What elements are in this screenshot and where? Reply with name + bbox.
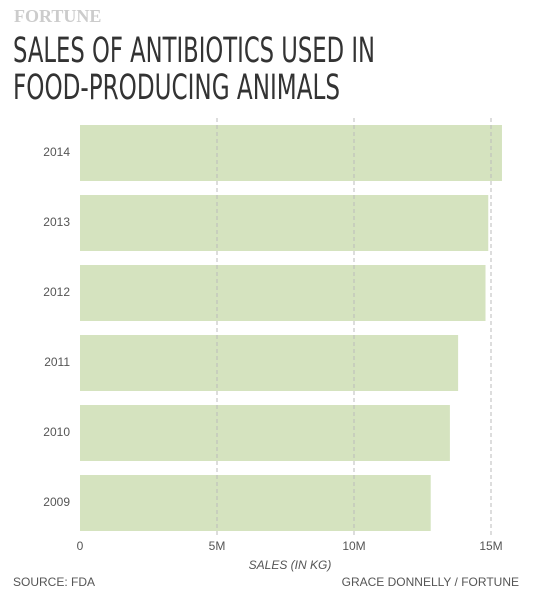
y-tick-label: 2012	[43, 285, 70, 299]
brand: FORTUNE	[14, 6, 101, 26]
bar	[80, 265, 486, 321]
source: SOURCE: FDA	[13, 575, 95, 589]
x-tick-label: 10M	[342, 539, 365, 553]
bar	[80, 405, 450, 461]
bar	[80, 125, 502, 181]
x-tick-label: 15M	[479, 539, 502, 553]
y-tick-label: 2014	[43, 145, 70, 159]
chart-title: SALES OF ANTIBIOTICS USED IN	[13, 31, 375, 71]
bar	[80, 335, 459, 391]
y-tick-label: 2010	[43, 425, 70, 439]
y-tick-label: 2009	[43, 495, 70, 509]
x-tick-label: 5M	[209, 539, 226, 553]
credit: GRACE DONNELLY / FORTUNE	[342, 575, 519, 589]
bar	[80, 195, 489, 251]
x-axis-label: SALES (IN KG)	[249, 558, 332, 572]
y-tick-label: 2011	[44, 355, 70, 369]
x-tick-label: 0	[77, 539, 84, 553]
y-tick-label: 2013	[43, 215, 70, 229]
bar	[80, 475, 431, 531]
chart-title: FOOD-PRODUCING ANIMALS	[13, 68, 340, 108]
